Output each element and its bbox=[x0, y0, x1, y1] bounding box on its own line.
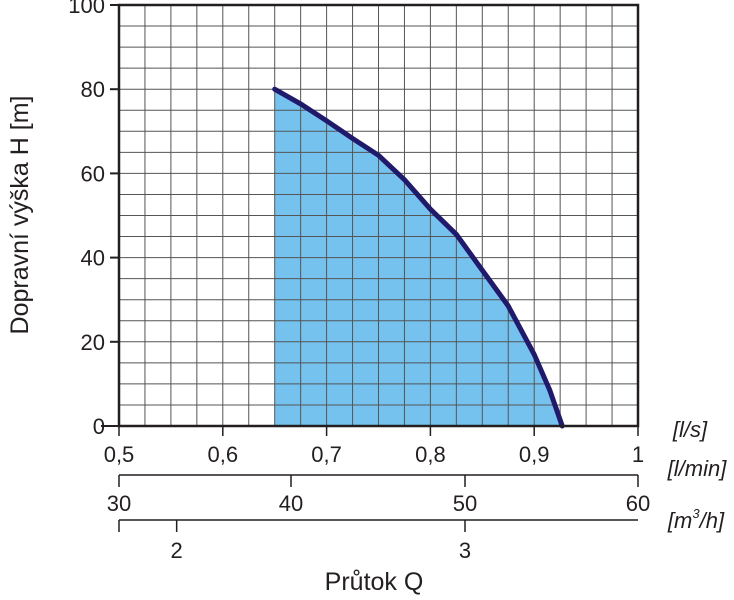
x-tick-label-ls: 0,7 bbox=[311, 442, 342, 467]
y-tick-label: 80 bbox=[81, 77, 105, 102]
x-tick-label-ls: 0,5 bbox=[104, 442, 135, 467]
x-tick-label-lmin: 40 bbox=[279, 491, 303, 516]
x-unit-m3h: [m3/h] bbox=[667, 506, 725, 533]
x-tick-label-lmin: 60 bbox=[626, 491, 650, 516]
x-tick-label-lmin: 30 bbox=[107, 491, 131, 516]
y-tick-label: 100 bbox=[68, 0, 105, 18]
y-axis-label: Dopravní výška H [m] bbox=[6, 96, 34, 335]
pump-curve-line bbox=[272, 86, 565, 429]
plot-frame bbox=[117, 3, 640, 428]
x-unit-ls: [l/s] bbox=[672, 417, 708, 442]
y-tick-label: 20 bbox=[81, 330, 105, 355]
x-tick-label-lmin: 50 bbox=[453, 491, 477, 516]
x-axis-label: Průtok Q bbox=[324, 568, 424, 596]
x-tick-label-m3h: 3 bbox=[459, 538, 471, 563]
y-tick-label: 60 bbox=[81, 161, 105, 186]
x-tick-label-ls: 0,6 bbox=[208, 442, 239, 467]
y-tick-label: 0 bbox=[93, 414, 105, 439]
x-unit-lmin: [l/min] bbox=[667, 456, 728, 481]
x-tick-label-ls: 0,9 bbox=[519, 442, 550, 467]
x-tick-label-ls: 1 bbox=[632, 442, 644, 467]
x-tick-label-ls: 0,8 bbox=[415, 442, 446, 467]
y-tick-label: 40 bbox=[81, 246, 105, 271]
x-tick-label-m3h: 2 bbox=[171, 538, 183, 563]
